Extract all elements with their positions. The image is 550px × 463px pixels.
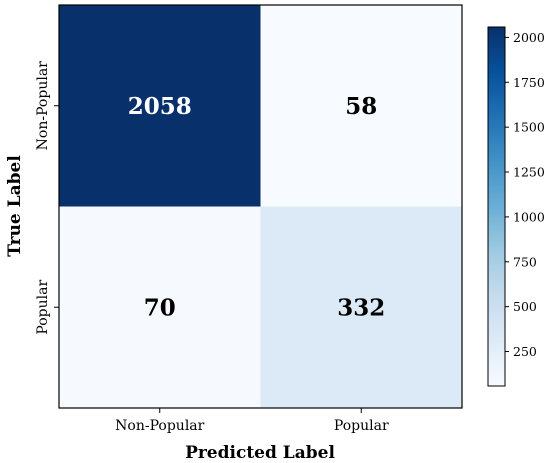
heatmap-cell bbox=[260, 206, 462, 408]
y-axis-label: True Label bbox=[5, 155, 25, 257]
heatmap-cell bbox=[59, 5, 261, 207]
colorbar-gradient bbox=[487, 26, 506, 387]
heatmap-cell bbox=[260, 5, 462, 207]
colorbar-tick-label: 750 bbox=[513, 254, 537, 269]
heatmap-cell bbox=[59, 206, 261, 408]
colorbar-tick-label: 1250 bbox=[513, 165, 545, 180]
x-axis-label: Predicted Label bbox=[185, 443, 335, 463]
colorbar-tick-label: 500 bbox=[513, 299, 537, 314]
heatmap-cells: 2058 58 70 332 bbox=[59, 5, 462, 408]
cell-value-label: 332 bbox=[337, 294, 385, 321]
colorbar-tick-label: 1500 bbox=[513, 120, 545, 135]
colorbar: 250 500 750 1000 1250 1500 1750 2000 bbox=[487, 26, 545, 387]
y-tick-label: Non-Popular bbox=[35, 61, 51, 151]
x-tick-label: Non-Popular bbox=[115, 418, 205, 434]
cell-value-label: 58 bbox=[345, 93, 377, 120]
colorbar-tick-label: 1750 bbox=[513, 75, 545, 90]
y-axis-ticks: Non-Popular Popular bbox=[35, 61, 59, 335]
cell-value-label: 2058 bbox=[128, 93, 192, 120]
cell-value-label: 70 bbox=[144, 294, 176, 321]
plot-frame bbox=[58, 4, 463, 409]
x-axis-ticks: Non-Popular Popular bbox=[115, 408, 389, 434]
y-tick-label: Popular bbox=[35, 280, 51, 335]
colorbar-tick-label: 2000 bbox=[513, 30, 545, 45]
colorbar-tick-label: 250 bbox=[513, 344, 537, 359]
colorbar-tick-label: 1000 bbox=[513, 209, 545, 224]
colorbar-ticks: 250 500 750 1000 1250 1500 1750 2000 bbox=[505, 30, 545, 359]
x-tick-label: Popular bbox=[334, 418, 389, 434]
